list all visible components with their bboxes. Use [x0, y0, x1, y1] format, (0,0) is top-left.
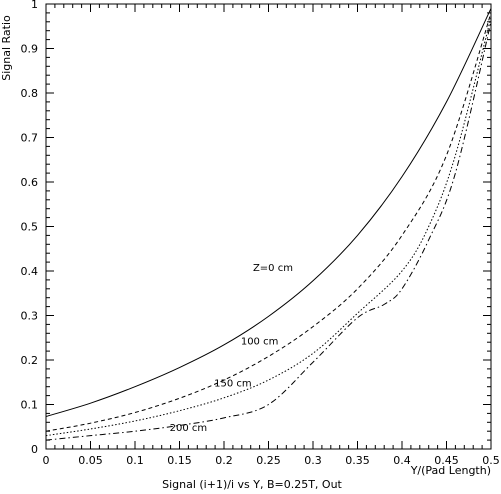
x-tick-label: 0.2	[215, 454, 233, 467]
series-line	[45, 21, 492, 441]
axis-tick-labels: 0 0.05 0.1 0.15 0.2 0.25 0.3 0.35 0.4 0.45 0.5 0 0.1…	[21, 0, 500, 467]
x-tick-label: 0	[43, 454, 50, 467]
y-tick-label: 0.8	[21, 87, 39, 100]
x-tick-label: 0.15	[167, 454, 192, 467]
x-tick-label: 0.45	[434, 454, 459, 467]
series-lines	[45, 8, 492, 441]
x-tick-label: 0.35	[345, 454, 370, 467]
series-label: 150 cm	[214, 379, 252, 390]
chart-caption: Signal (i+1)/i vs Y, B=0.25T, Out	[162, 478, 342, 491]
y-axis-title: Signal Ratio	[0, 15, 13, 81]
y-tick-label: 0.6	[21, 176, 39, 189]
series-line	[45, 17, 492, 437]
x-tick-label: 0.5	[482, 454, 500, 467]
y-tick-label: 0.7	[21, 132, 39, 145]
series-label: Z=0 cm	[253, 263, 293, 274]
y-tick-label: 0.2	[21, 354, 39, 367]
x-tick-label: 0.1	[126, 454, 144, 467]
plot-frame	[45, 3, 492, 450]
y-tick-label: 0.9	[21, 43, 39, 56]
y-tick-label: 0.4	[21, 265, 39, 278]
series-label: 100 cm	[241, 336, 279, 347]
x-tick-label: 0.3	[304, 454, 322, 467]
series-label: 200 cm	[170, 423, 208, 434]
x-tick-label: 0.05	[78, 454, 103, 467]
x-axis-title: Y/(Pad Length)	[410, 464, 491, 477]
axis-ticks	[45, 3, 492, 450]
series-labels: Z=0 cm 100 cm 150 cm 200 cm	[170, 263, 293, 434]
y-tick-label: 0	[31, 443, 38, 456]
y-tick-label: 0.5	[21, 221, 39, 234]
series-line	[45, 8, 492, 417]
y-tick-label: 0.1	[21, 399, 39, 412]
series-line	[45, 12, 492, 432]
y-tick-label: 1	[31, 0, 38, 11]
y-tick-label: 0.3	[21, 310, 39, 323]
x-tick-label: 0.25	[256, 454, 281, 467]
x-tick-label: 0.4	[393, 454, 411, 467]
